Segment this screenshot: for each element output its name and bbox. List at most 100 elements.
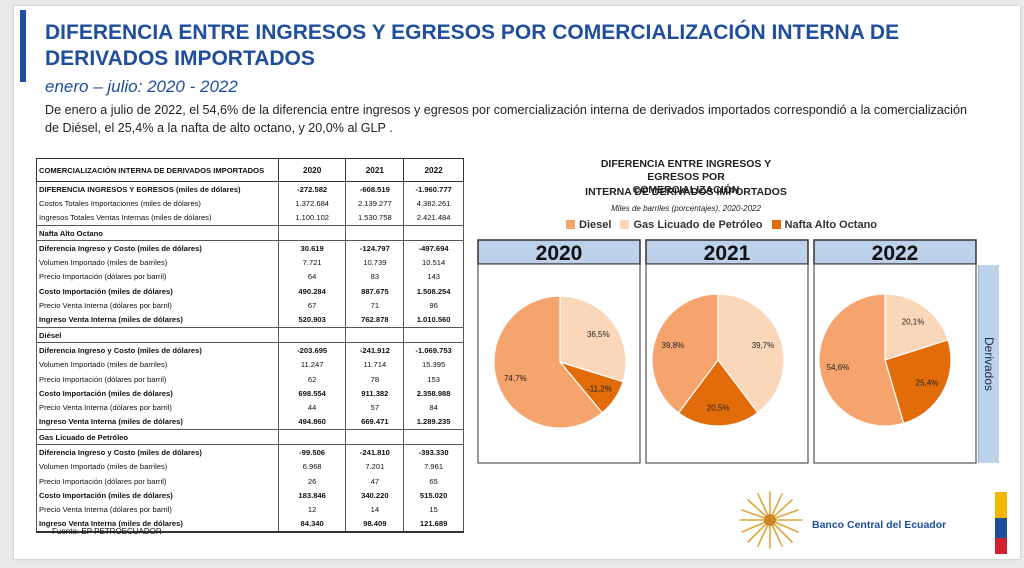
legend-swatch bbox=[620, 220, 630, 229]
table-cell-value bbox=[277, 326, 347, 344]
bank-name: Banco Central del Ecuador bbox=[812, 519, 947, 531]
table-cell-value bbox=[277, 224, 347, 242]
side-tab: Derivados bbox=[978, 265, 999, 463]
table-cell-value bbox=[345, 429, 405, 446]
table-cell-label: Diferencia Ingreso y Costo (miles de dól… bbox=[36, 342, 279, 358]
table-cell-value: 2.358.988 bbox=[403, 386, 464, 401]
table-header-2020: 2020 bbox=[277, 158, 347, 182]
table-cell-value: 515.020 bbox=[403, 488, 464, 503]
title-accent-bar bbox=[20, 10, 26, 82]
table-cell-value bbox=[277, 429, 347, 446]
table-row: Ingresos Totales Ventas Internas (miles … bbox=[36, 210, 464, 226]
table-cell-value: -393.330 bbox=[403, 444, 464, 460]
table-row: Volumen Importado (miles de barriles) 11.… bbox=[36, 357, 464, 372]
table-row: Precio Importación (dólares por barril) 2… bbox=[36, 473, 464, 489]
table-row: Costo Importación (miles de dólares) 698.… bbox=[36, 386, 464, 401]
summary-text: De enero a julio de 2022, el 54,6% de la… bbox=[45, 103, 967, 135]
table-cell-value bbox=[403, 326, 464, 344]
pie-data-label: 74,7% bbox=[504, 374, 527, 383]
chart-subtitle: Miles de barriles (porcentajes), 2020-20… bbox=[611, 204, 761, 213]
legend-label: Nafta Alto Octano bbox=[784, 219, 878, 231]
pie-data-label: -11,2% bbox=[587, 384, 612, 393]
pie-slice bbox=[651, 293, 719, 414]
panel-year-label: 2022 bbox=[872, 242, 919, 265]
pie-slice bbox=[884, 293, 949, 361]
legend-item-diesel: Diesel bbox=[566, 219, 611, 231]
table-row: Diferencia Ingreso y Costo (miles de dól… bbox=[36, 240, 464, 256]
table-cell-label: Precio Importación (dólares por barril) bbox=[36, 371, 279, 387]
table-cell-label: Ingreso Venta Interna (miles de dólares) bbox=[36, 312, 279, 328]
pie-data-label: 20,1% bbox=[902, 318, 925, 327]
table-row: Precio Venta Interna (dólares por barril… bbox=[36, 298, 464, 313]
panel-year-label: 2021 bbox=[704, 242, 751, 265]
table-cell-label: Ingreso Venta Interna (miles de dólares) bbox=[36, 516, 279, 534]
legend-swatch bbox=[771, 220, 781, 229]
table-cell-label: Precio Importación (dólares por barril) bbox=[36, 269, 279, 285]
pie-slice bbox=[493, 295, 604, 429]
table-cell-label: Costo Importación (miles de dólares) bbox=[36, 386, 279, 401]
data-table: COMERCIALIZACIÓN INTERNA DE DERIVADOS IM… bbox=[36, 158, 464, 534]
table-cell-value: 96 bbox=[403, 298, 464, 313]
pie-slice bbox=[717, 293, 785, 414]
pie-data-label: 54,6% bbox=[827, 363, 850, 372]
panel-header bbox=[813, 239, 977, 265]
table-row: Precio Importación (dólares por barril) 6… bbox=[36, 269, 464, 285]
flag-stripe-red bbox=[995, 538, 1007, 554]
table-row: Costo Importación (miles de dólares) 490.… bbox=[36, 284, 464, 299]
table-row: Diferencia Ingreso y Costo (miles de dól… bbox=[36, 444, 464, 460]
legend-label: Diesel bbox=[579, 219, 612, 231]
panel-year-label: 2020 bbox=[536, 242, 583, 265]
table-cell-value bbox=[345, 224, 405, 242]
pie-slice bbox=[884, 339, 952, 425]
table-cell-value: 15 bbox=[403, 502, 464, 517]
panel-header bbox=[645, 239, 809, 265]
bank-logo-icon bbox=[739, 491, 803, 549]
table-cell-label: Precio Venta Interna (dólares por barril… bbox=[36, 502, 279, 517]
legend-label: Gas Licuado de Petróleo bbox=[633, 219, 763, 231]
table-cell-label: Costos Totales Importaciones (miles de d… bbox=[36, 196, 279, 211]
table-row: Precio Importación (dólares por barril) 6… bbox=[36, 371, 464, 387]
table-cell-value: -1.069.753 bbox=[403, 342, 464, 358]
chart-title: DIFERENCIA ENTRE INGRESOS Y EGRESOS POR … bbox=[600, 158, 772, 196]
table-row: Precio Venta Interna (dólares por barril… bbox=[36, 502, 464, 517]
table-row: Costo Importación (miles de dólares) 183.… bbox=[36, 488, 464, 503]
table-cell-value: 1.289.235 bbox=[403, 414, 464, 430]
table-row: DIFERENCIA INGRESOS Y EGRESOS (miles de … bbox=[36, 181, 464, 197]
pie-data-label: 20,5% bbox=[707, 404, 730, 413]
table-cell-label: Volumen Importado (miles de barriles) bbox=[36, 255, 279, 270]
page-title: DIFERENCIA ENTRE INGRESOS Y EGRESOS POR … bbox=[45, 21, 900, 70]
table-cell-label: Diferencia Ingreso y Costo (miles de dól… bbox=[36, 444, 279, 460]
chart-legend: Diesel Gas Licuado de Petróleo Nafta Alt… bbox=[566, 219, 906, 231]
table-source: Fuente: EP PETROECUADOR bbox=[52, 527, 162, 536]
table-cell-label: Ingresos Totales Ventas Internas (miles … bbox=[36, 210, 279, 226]
table-cell-value: -1.960.777 bbox=[403, 181, 464, 197]
table-cell-label: Nafta Alto Octano bbox=[36, 224, 279, 242]
table-cell-label: DIFERENCIA INGRESOS Y EGRESOS (miles de … bbox=[36, 181, 279, 197]
pie-data-label: 25,4% bbox=[916, 378, 939, 387]
table-section-row: Nafta Alto Octano bbox=[36, 224, 464, 242]
table-row: Ingreso Venta Interna (miles de dólares)… bbox=[36, 312, 464, 328]
table-cell-label: Precio Venta Interna (dólares por barril… bbox=[36, 400, 279, 415]
table-cell-label: Ingreso Venta Interna (miles de dólares) bbox=[36, 414, 279, 430]
table-header-row: COMERCIALIZACIÓN INTERNA DE DERIVADOS IM… bbox=[36, 158, 464, 182]
table-row: Ingreso Venta Interna (miles de dólares)… bbox=[36, 516, 464, 534]
table-row: Precio Venta Interna (dólares por barril… bbox=[36, 400, 464, 415]
table-row: Volumen Importado (miles de barriles) 7.7… bbox=[36, 255, 464, 270]
pie-slice bbox=[559, 295, 627, 383]
table-cell-label: Diésel bbox=[36, 326, 279, 344]
flag-stripe-yellow bbox=[995, 492, 1007, 518]
table-cell-value: -497.694 bbox=[403, 240, 464, 256]
table-cell-value: 84 bbox=[403, 400, 464, 415]
table-cell-value: 15.395 bbox=[403, 357, 464, 372]
table-cell-value: 2.421.484 bbox=[403, 210, 464, 226]
pie-data-label: 39,8% bbox=[662, 341, 685, 350]
table-cell-label: Precio Venta Interna (dólares por barril… bbox=[36, 298, 279, 313]
table-cell-value: 4.382.261 bbox=[403, 196, 464, 211]
table-header-2022: 2022 bbox=[403, 158, 464, 182]
table-cell-value bbox=[345, 326, 405, 344]
table-cell-value: 1.010.560 bbox=[403, 312, 464, 328]
table-cell-label: Costo Importación (miles de dólares) bbox=[36, 488, 279, 503]
pie-slice bbox=[677, 359, 759, 427]
table-cell-value: 153 bbox=[403, 371, 464, 387]
legend-item-nafta: Nafta Alto Octano bbox=[771, 219, 878, 231]
